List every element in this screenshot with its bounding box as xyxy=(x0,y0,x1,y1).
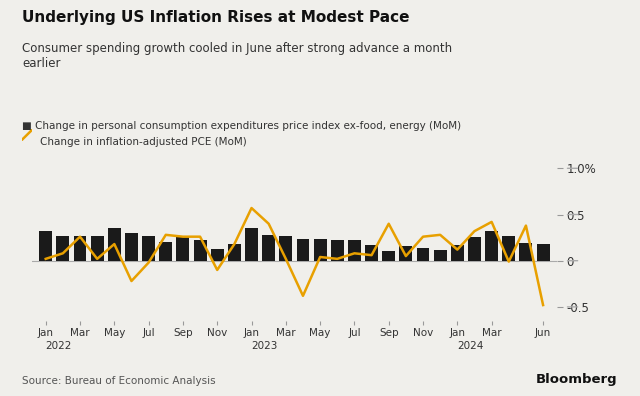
Bar xyxy=(399,246,412,261)
Bar xyxy=(211,249,223,261)
Text: 2023: 2023 xyxy=(252,341,278,351)
Text: Bloomberg: Bloomberg xyxy=(536,373,618,386)
Bar xyxy=(194,240,207,261)
Bar xyxy=(74,236,86,261)
Text: Underlying US Inflation Rises at Modest Pace: Underlying US Inflation Rises at Modest … xyxy=(22,10,410,25)
Bar xyxy=(91,236,104,261)
Bar xyxy=(108,228,121,261)
Bar xyxy=(451,245,464,261)
Bar xyxy=(485,231,498,261)
Bar xyxy=(468,237,481,261)
Bar xyxy=(280,236,292,261)
Bar xyxy=(537,244,550,261)
Bar xyxy=(142,236,155,261)
Bar xyxy=(365,245,378,261)
Bar xyxy=(296,238,309,261)
Text: Change in inflation-adjusted PCE (MoM): Change in inflation-adjusted PCE (MoM) xyxy=(40,137,247,147)
Bar xyxy=(177,236,189,261)
Bar xyxy=(159,242,172,261)
Text: Consumer spending growth cooled in June after strong advance a month
earlier: Consumer spending growth cooled in June … xyxy=(22,42,452,70)
Text: Source: Bureau of Economic Analysis: Source: Bureau of Economic Analysis xyxy=(22,376,216,386)
Bar xyxy=(39,231,52,261)
Bar xyxy=(245,228,258,261)
Bar xyxy=(314,238,326,261)
Bar xyxy=(417,248,429,261)
Bar xyxy=(228,244,241,261)
Bar xyxy=(56,236,69,261)
Bar xyxy=(434,249,447,261)
Bar xyxy=(125,233,138,261)
Bar xyxy=(520,243,532,261)
Bar xyxy=(331,240,344,261)
Text: 2022: 2022 xyxy=(45,341,72,351)
Bar xyxy=(348,240,361,261)
Bar xyxy=(262,235,275,261)
Bar xyxy=(502,236,515,261)
Text: 2024: 2024 xyxy=(458,341,484,351)
Bar xyxy=(382,251,395,261)
Text: ■ Change in personal consumption expenditures price index ex-food, energy (MoM): ■ Change in personal consumption expendi… xyxy=(22,121,461,131)
